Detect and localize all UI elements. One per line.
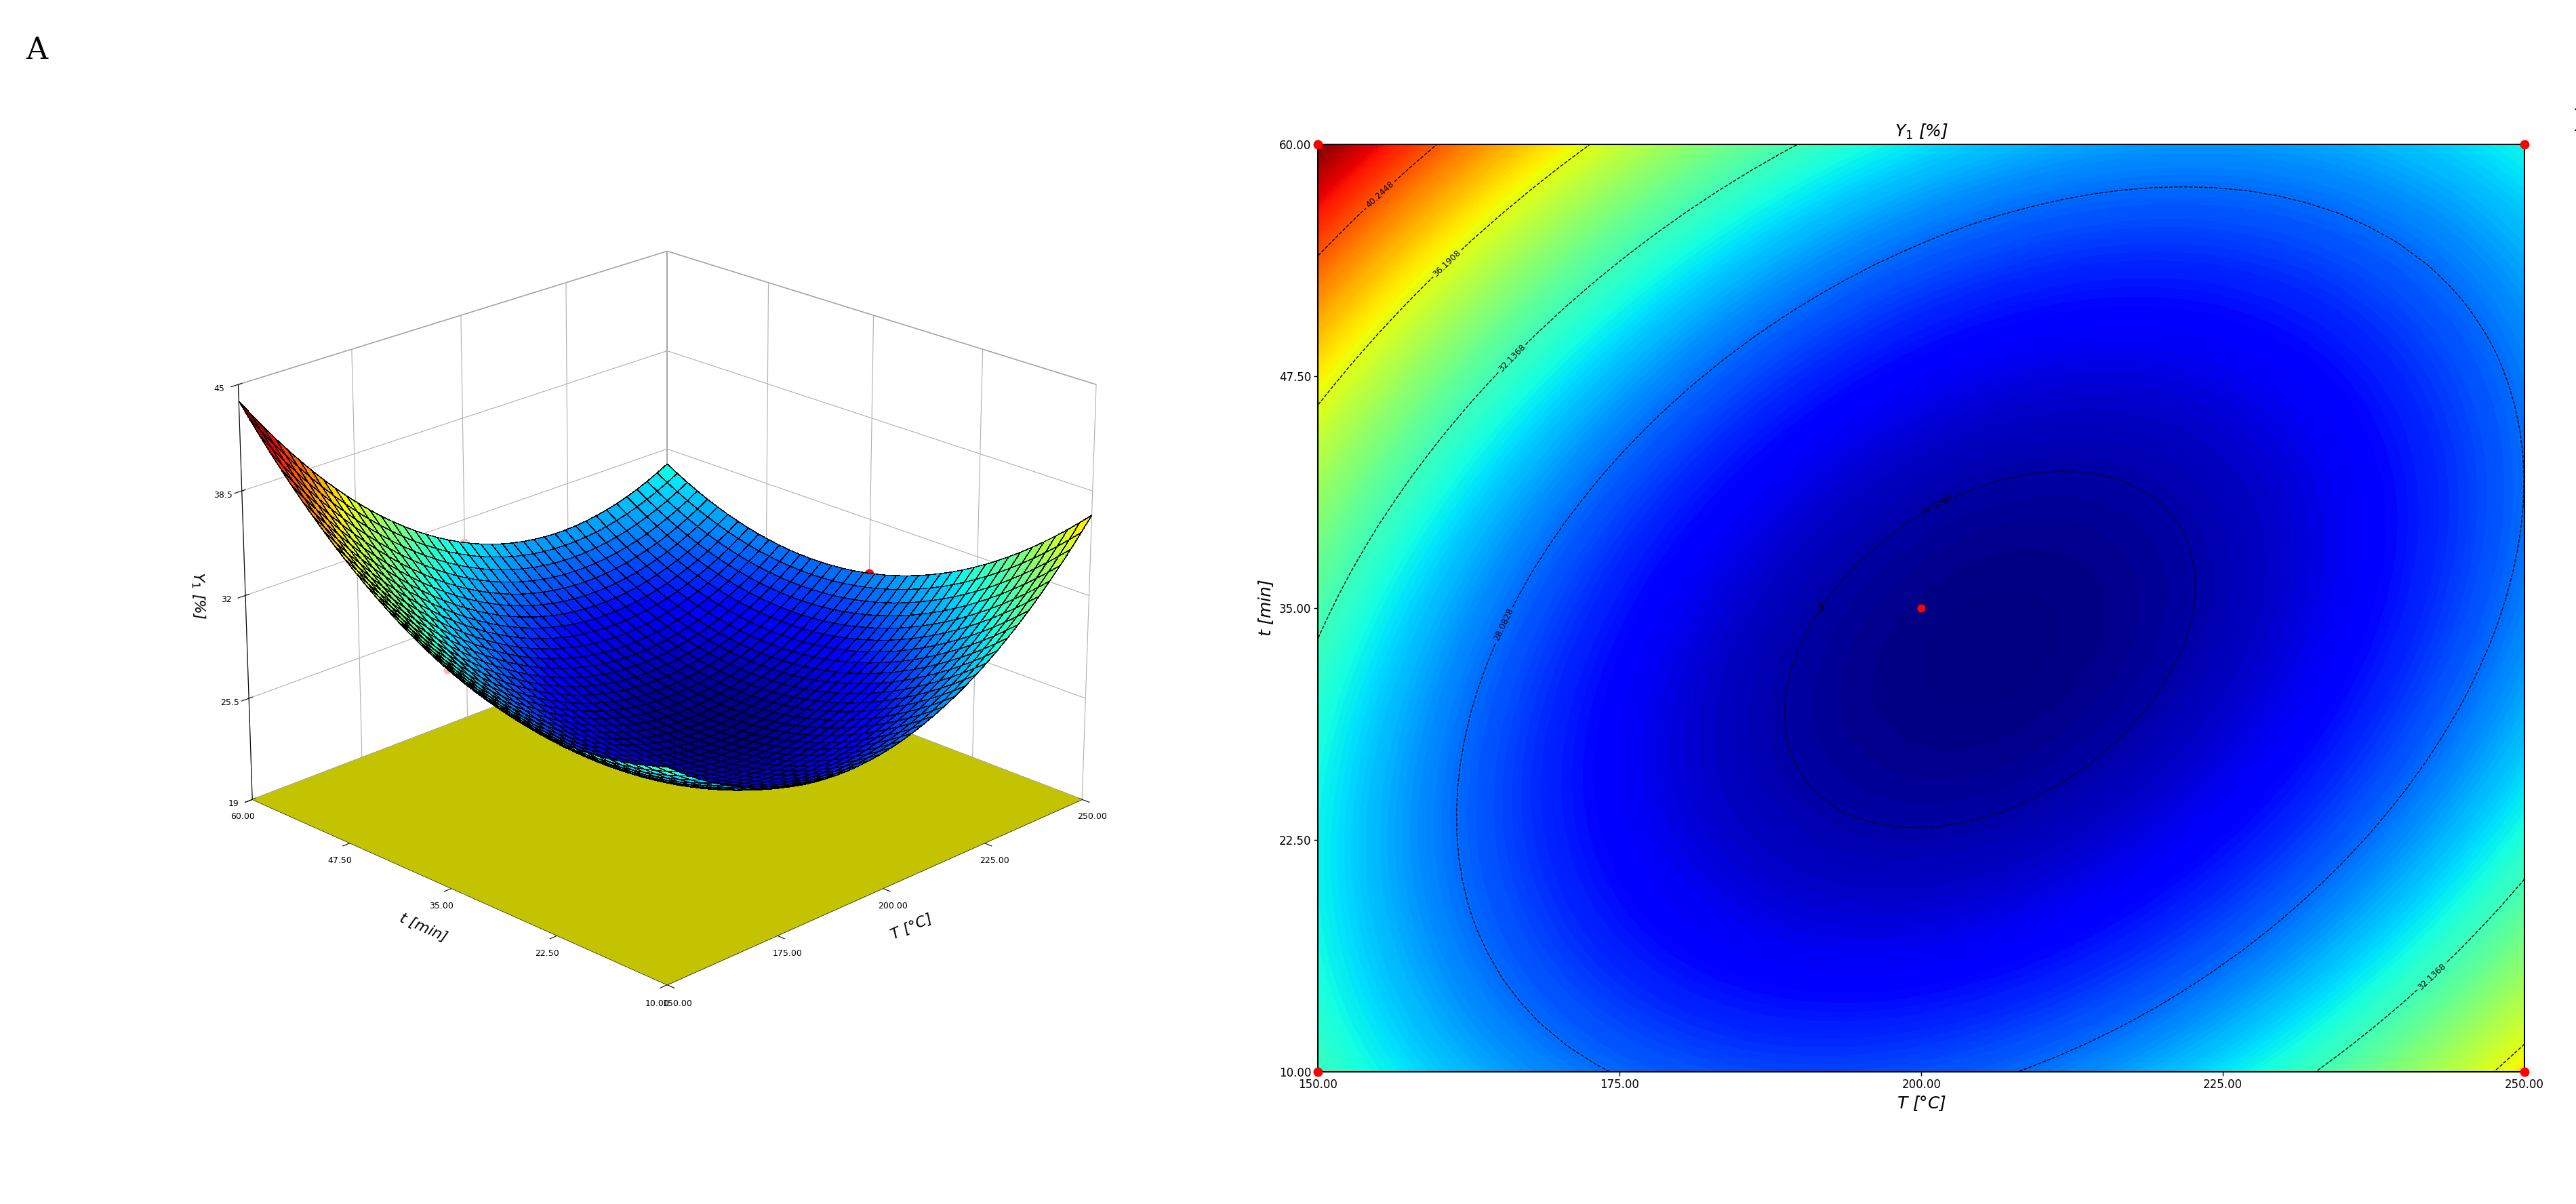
Y-axis label: $t$ [min]: $t$ [min] bbox=[397, 909, 451, 945]
Text: 28.0828: 28.0828 bbox=[1492, 607, 1515, 643]
Text: 40.2448: 40.2448 bbox=[1365, 179, 1396, 209]
Point bbox=[1901, 598, 1942, 618]
Text: 32.1368: 32.1368 bbox=[2416, 962, 2447, 992]
Text: 32.1368: 32.1368 bbox=[1497, 343, 1528, 374]
Point bbox=[1298, 135, 1340, 154]
Point bbox=[1298, 1062, 1340, 1081]
Text: A: A bbox=[26, 36, 46, 65]
Point bbox=[2504, 135, 2545, 154]
Y-axis label: $t$ [min]: $t$ [min] bbox=[1257, 579, 1275, 637]
Text: B: B bbox=[2573, 107, 2576, 137]
Text: 36.1908: 36.1908 bbox=[1432, 248, 1463, 278]
X-axis label: $T$ [°C]: $T$ [°C] bbox=[1896, 1094, 1947, 1112]
Title: $Y_1$ [%]: $Y_1$ [%] bbox=[1893, 123, 1947, 141]
Text: 5: 5 bbox=[1819, 602, 1824, 614]
Point bbox=[2504, 1062, 2545, 1081]
X-axis label: $T$ [°C]: $T$ [°C] bbox=[889, 911, 935, 943]
Text: 24.0288: 24.0288 bbox=[1919, 494, 1955, 518]
